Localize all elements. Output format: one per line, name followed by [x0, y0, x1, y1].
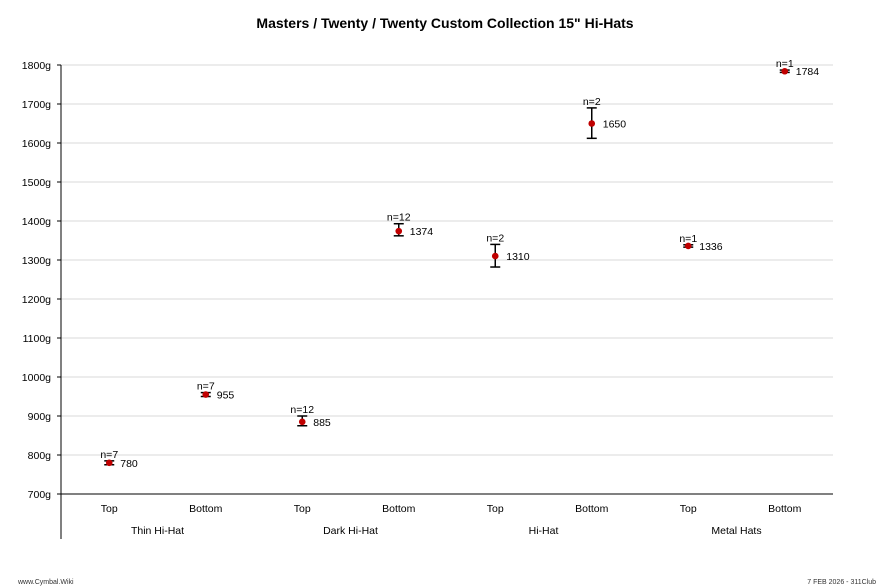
x-category-label: Bottom	[189, 503, 223, 515]
data-value-label: 1650	[603, 119, 627, 131]
y-tick-label: 1400g	[22, 216, 51, 228]
y-tick-label: 1700g	[22, 99, 51, 111]
axes	[60, 65, 833, 539]
y-tick-label: 700g	[28, 489, 52, 501]
x-axis-groups: Thin Hi-Hat Dark Hi-Hat Hi-Hat Metal Hats	[131, 525, 762, 537]
data-value-label: 1336	[699, 241, 723, 253]
data-point-marker	[588, 120, 596, 127]
sample-size-label: n=7	[197, 381, 215, 393]
data-point-marker	[491, 252, 499, 260]
y-tick-label: 1800g	[22, 60, 51, 72]
data-points: 780n=7955n=7885n=121374n=121310n=21650n=…	[100, 58, 819, 470]
x-category-label: Top	[680, 503, 697, 515]
chart-title: Masters / Twenty / Twenty Custom Collect…	[256, 15, 633, 31]
y-tick-label: 1000g	[22, 372, 51, 384]
x-category-label: Top	[101, 503, 118, 515]
x-category-label: Top	[487, 503, 504, 515]
y-tick-label: 1600g	[22, 138, 51, 150]
x-group-label: Hi-Hat	[529, 525, 559, 537]
x-category-label: Top	[294, 503, 311, 515]
sample-size-label: n=12	[290, 404, 314, 416]
data-point-marker	[105, 459, 113, 467]
x-axis-categories: Top Bottom Top Bottom Top Bottom Top Bottom	[101, 503, 802, 515]
sample-size-label: n=12	[387, 212, 411, 224]
data-value-label: 955	[217, 390, 235, 402]
y-tick-label: 1200g	[22, 294, 51, 306]
y-tick-label: 900g	[28, 411, 52, 423]
data-value-label: 780	[120, 458, 138, 470]
data-point-marker	[684, 242, 692, 250]
x-group-label: Dark Hi-Hat	[323, 525, 378, 537]
y-axis-ticks: 700g 800g 900g 1000g 1100g 1200g 1300g 1400g 150…	[22, 60, 61, 501]
x-category-label: Bottom	[768, 503, 802, 515]
y-tick-label: 800g	[28, 450, 52, 462]
x-group-label: Metal Hats	[711, 525, 761, 537]
footer-left: www.Cymbal.Wiki	[17, 579, 74, 586]
sample-size-label: n=1	[679, 233, 697, 245]
data-point-group: 1374 n=12	[387, 212, 433, 238]
x-category-label: Bottom	[382, 503, 416, 515]
data-value-label: 1310	[506, 251, 530, 263]
sample-size-label: n=1	[776, 58, 794, 70]
gridlines	[61, 64, 833, 456]
y-tick-label: 1300g	[22, 255, 51, 267]
data-value-label: 1784	[796, 66, 820, 78]
data-value-label: 1374	[410, 226, 434, 238]
sample-size-label: n=2	[583, 96, 601, 108]
sample-size-label: n=2	[486, 232, 504, 244]
data-point-marker	[395, 227, 403, 235]
data-point-marker	[202, 391, 210, 398]
y-tick-label: 1500g	[22, 177, 51, 189]
data-value-label: 885	[313, 417, 331, 429]
x-category-label: Bottom	[575, 503, 609, 515]
data-point-marker	[781, 67, 789, 75]
footer-right: 7 FEB 2026 - 311Club	[807, 579, 876, 586]
sample-size-label: n=7	[100, 449, 118, 461]
y-tick-label: 1100g	[23, 333, 52, 345]
x-group-label: Thin Hi-Hat	[131, 525, 184, 537]
data-point-marker	[298, 418, 306, 426]
